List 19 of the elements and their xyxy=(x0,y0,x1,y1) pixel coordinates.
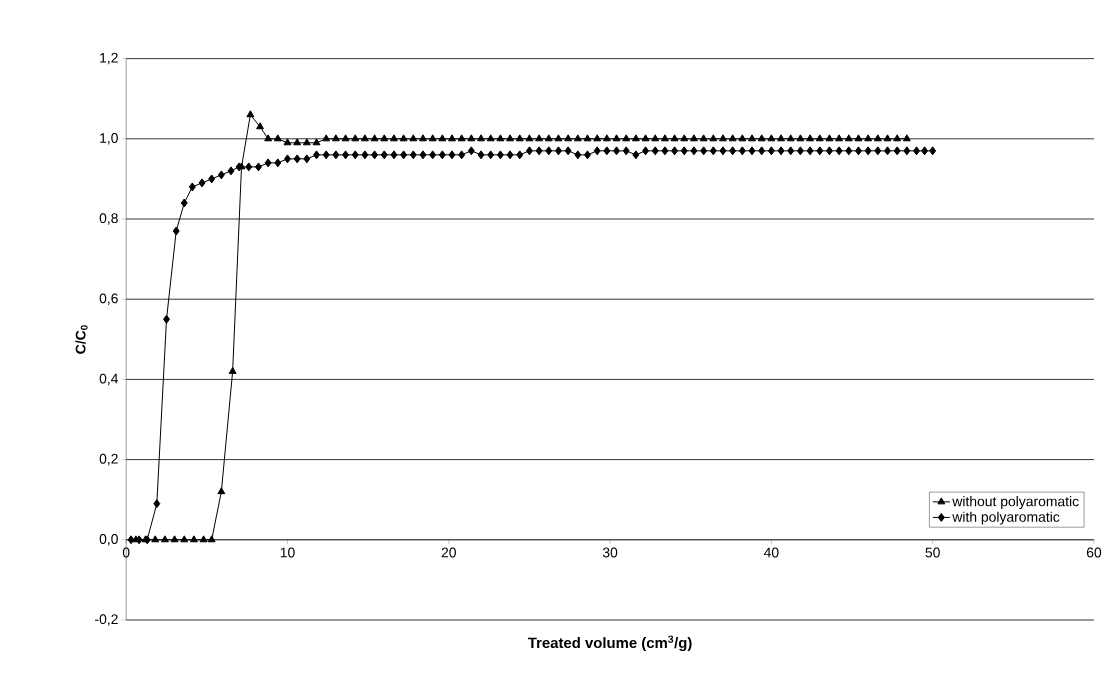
y-tick-label: 1,2 xyxy=(100,53,118,65)
y-axis-title: C/C$_{0}$ xyxy=(75,325,88,354)
x-tick-label: 50 xyxy=(925,547,940,558)
y-tick-label: 0,6 xyxy=(99,293,118,306)
legend-label: without polyaromatic xyxy=(952,496,1079,510)
x-tick-label: 60 xyxy=(1086,547,1102,558)
y-tick-label: 0,0 xyxy=(99,534,118,546)
y-tick-label: 0,2 xyxy=(99,454,118,466)
y-tick-label: 1,0 xyxy=(100,133,118,145)
y-tick-label: 0,4 xyxy=(99,373,119,386)
x-tick-label: 20 xyxy=(441,547,456,558)
x-tick-label: 10 xyxy=(280,547,295,558)
legend-label: with polyaromatic xyxy=(952,511,1060,525)
x-axis-title: Treated volume (cm$^{3}$/g) xyxy=(528,635,692,652)
x-tick-label: 0 xyxy=(122,547,130,558)
y-tick-label: -0,2 xyxy=(95,614,118,626)
x-tick-label: 30 xyxy=(602,547,618,558)
y-tick-label: 0,8 xyxy=(99,213,118,225)
x-tick-label: 40 xyxy=(763,547,779,558)
